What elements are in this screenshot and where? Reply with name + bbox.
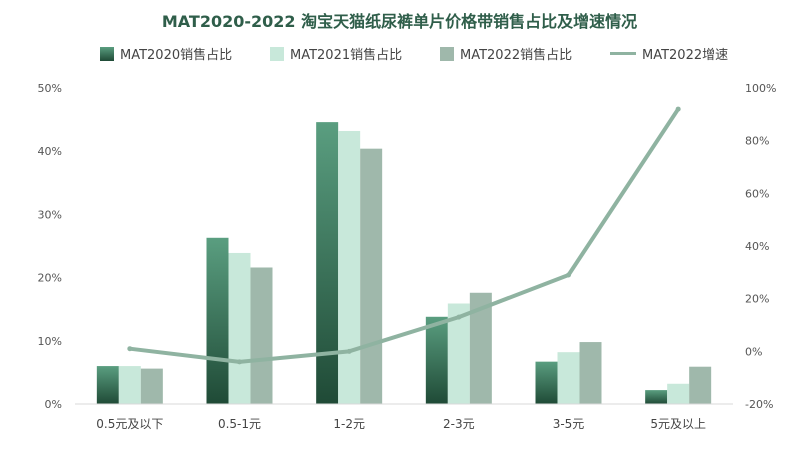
bar — [579, 342, 602, 404]
x-tick-label: 2-3元 — [443, 417, 475, 431]
bar — [447, 303, 470, 404]
left-axis: 0% 10% 20% 30% 40% 50% — [38, 82, 62, 411]
x-tick-label: 0.5-1元 — [218, 417, 261, 431]
bar — [250, 267, 273, 404]
x-tick-label: 1-2元 — [333, 417, 365, 431]
y-left-tick-label: 30% — [38, 208, 62, 221]
y-left-tick-label: 20% — [38, 272, 62, 285]
legend-label: MAT2022销售占比 — [460, 48, 573, 63]
bar — [557, 352, 580, 404]
growth-point — [237, 359, 242, 365]
legend-swatch — [100, 46, 114, 61]
y-right-tick-label: 60% — [745, 187, 769, 200]
legend-item-mat2022: MAT2022销售占比 — [440, 44, 572, 63]
y-left-tick-label: 40% — [38, 145, 62, 158]
bars — [96, 122, 712, 405]
growth-point — [456, 314, 462, 320]
x-tick-label: 5元及以上 — [650, 417, 706, 431]
legend-label: MAT2020销售占比 — [120, 48, 233, 63]
growth-point — [675, 106, 681, 112]
bar — [667, 383, 690, 404]
x-tick-label: 3-5元 — [553, 417, 585, 431]
bar — [228, 252, 251, 404]
bar — [140, 368, 163, 404]
y-left-tick-label: 10% — [38, 335, 62, 348]
legend-item-mat2020: MAT2020销售占比 — [100, 44, 232, 63]
legend-label: MAT2022增速 — [642, 48, 729, 63]
legend-line — [610, 52, 636, 55]
growth-line-path — [127, 107, 681, 364]
bar — [645, 390, 668, 404]
bar — [206, 237, 229, 404]
bar — [535, 361, 558, 404]
y-right-tick-label: 0% — [745, 345, 762, 358]
bar — [689, 366, 712, 404]
y-left-tick-label: 50% — [38, 82, 62, 95]
legend-label: MAT2021销售占比 — [290, 48, 403, 63]
bar — [316, 122, 339, 405]
bar — [425, 316, 448, 404]
y-left-tick-label: 0% — [45, 398, 62, 411]
bar — [338, 130, 361, 404]
legend-swatch — [270, 46, 284, 61]
x-tick-label: 0.5元及以下 — [96, 417, 163, 431]
bar — [118, 366, 141, 404]
growth-point — [127, 346, 133, 352]
y-right-tick-label: 100% — [745, 82, 776, 95]
legend-swatch — [440, 46, 454, 61]
y-right-tick-label: 40% — [745, 240, 769, 253]
y-right-tick-label: 20% — [745, 293, 769, 306]
right-axis: -20% 0% 20% 40% 60% 80% 100% — [745, 82, 776, 411]
y-right-tick-label: -20% — [745, 398, 773, 411]
bar — [469, 292, 492, 404]
x-axis: 0.5元及以下 0.5-1元 1-2元 2-3元 3-5元 5元及以上 — [75, 403, 733, 431]
bar — [96, 366, 119, 404]
legend: MAT2020销售占比 MAT2021销售占比 MAT2022销售占比 MAT2… — [0, 44, 799, 64]
growth-point — [566, 272, 571, 278]
growth-line — [127, 106, 681, 365]
legend-item-mat2021: MAT2021销售占比 — [270, 44, 402, 63]
bar — [360, 148, 383, 404]
legend-item-mat2022-growth: MAT2022增速 — [610, 44, 728, 63]
chart-title: MAT2020-2022 淘宝天猫纸尿裤单片价格带销售占比及增速情况 — [161, 12, 638, 31]
growth-point — [346, 348, 352, 354]
y-right-tick-label: 80% — [745, 135, 769, 148]
